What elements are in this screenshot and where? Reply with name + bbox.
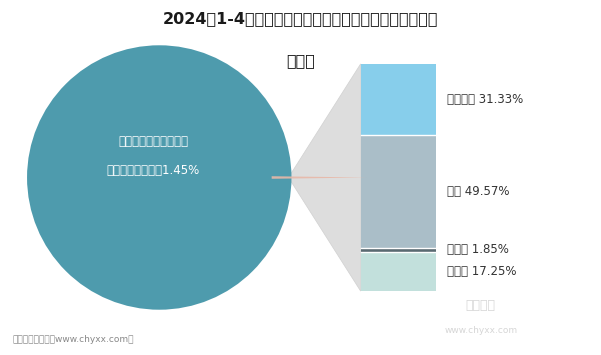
Bar [361,64,436,135]
Ellipse shape [27,45,291,310]
Bar [361,252,436,291]
Text: 保费占全国比重为1.45%: 保费占全国比重为1.45% [106,164,200,177]
Text: 统计图: 统计图 [286,53,315,68]
Text: 健康险 17.25%: 健康险 17.25% [447,265,516,278]
Polygon shape [288,64,361,291]
Text: 意外险 1.85%: 意外险 1.85% [447,243,508,256]
Bar [361,248,436,252]
Bar [361,135,436,248]
Text: 新疆维吾尔自治区保险: 新疆维吾尔自治区保险 [118,136,188,148]
Polygon shape [272,176,367,179]
Text: 寿险 49.57%: 寿险 49.57% [447,185,509,198]
Text: 智研咨询: 智研咨询 [466,299,496,312]
Text: www.chyxx.com: www.chyxx.com [444,326,517,335]
Text: 2024年1-4月新疆维吾尔自治区原保险保费收入类别对比: 2024年1-4月新疆维吾尔自治区原保险保费收入类别对比 [163,11,438,26]
Text: 财产保险 31.33%: 财产保险 31.33% [447,93,523,106]
Text: 制图：智研咨询（www.chyxx.com）: 制图：智研咨询（www.chyxx.com） [12,335,133,344]
